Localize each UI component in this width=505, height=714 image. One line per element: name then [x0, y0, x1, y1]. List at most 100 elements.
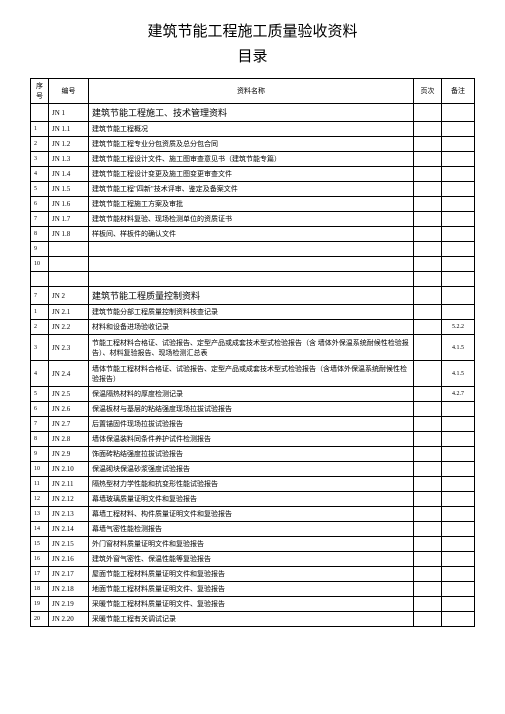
- cell-page: [414, 522, 442, 537]
- table-row: 15JN 2.15外门窗材料质量证明文件和复验报告: [31, 537, 475, 552]
- cell-seq: 4: [31, 361, 49, 387]
- cell-name: 节能工程材料合格证、试验报告、定型产品或成套技术型式检验报告（含 墙体外保温系统…: [89, 335, 414, 361]
- cell-seq: 8: [31, 227, 49, 242]
- cell-name: 材料和设备进场验收记录: [89, 320, 414, 335]
- cell-seq: 11: [31, 477, 49, 492]
- cell-name: 建筑外窗气密性、保温性能等复验报告: [89, 552, 414, 567]
- table-row: 16JN 2.16建筑外窗气密性、保温性能等复验报告: [31, 552, 475, 567]
- cell-note: [442, 257, 475, 272]
- cell-code: JN 1.8: [49, 227, 89, 242]
- table-row: 7JN 2建筑节能工程质量控制资料: [31, 287, 475, 305]
- cell-note: [442, 272, 475, 287]
- cell-seq: 18: [31, 582, 49, 597]
- cell-seq: 12: [31, 492, 49, 507]
- cell-code: [49, 272, 89, 287]
- table-row: 20JN 2.20采暖节能工程有关调试记录: [31, 612, 475, 627]
- cell-seq: 1: [31, 305, 49, 320]
- cell-note: [442, 402, 475, 417]
- cell-seq: 5: [31, 387, 49, 402]
- cell-note: [442, 197, 475, 212]
- cell-page: [414, 447, 442, 462]
- cell-name: 后置锚固件现场拉拔试验报告: [89, 417, 414, 432]
- header-page: 页次: [414, 79, 442, 104]
- cell-page: [414, 477, 442, 492]
- table-row: 6JN 1.6建筑节能工程施工方案及审批: [31, 197, 475, 212]
- cell-page: [414, 104, 442, 122]
- table-row: 14JN 2.14幕墙气密性能检测报告: [31, 522, 475, 537]
- cell-note: [442, 137, 475, 152]
- table-row: 10JN 2.10保温砌块保温砂浆强度试验报告: [31, 462, 475, 477]
- cell-code: [49, 242, 89, 257]
- cell-page: [414, 462, 442, 477]
- cell-name: [89, 272, 414, 287]
- table-row: 8JN 1.8样板间、样板件的确认文件: [31, 227, 475, 242]
- cell-page: [414, 182, 442, 197]
- cell-name: 幕墙工程材料、构件质量证明文件和复验报告: [89, 507, 414, 522]
- cell-name: 保温砌块保温砂浆强度试验报告: [89, 462, 414, 477]
- cell-note: [442, 522, 475, 537]
- cell-code: JN 2.15: [49, 537, 89, 552]
- cell-page: [414, 417, 442, 432]
- cell-name: 墙体保温装料同条件养护试件检测报告: [89, 432, 414, 447]
- cell-seq: 16: [31, 552, 49, 567]
- cell-seq: 10: [31, 462, 49, 477]
- header-note: 备注: [442, 79, 475, 104]
- cell-note: [442, 417, 475, 432]
- table-row: 11JN 2.11隔热型材力学性能和抗变形性能试验报告: [31, 477, 475, 492]
- table-row: JN 1建筑节能工程施工、技术管理资料: [31, 104, 475, 122]
- cell-page: [414, 492, 442, 507]
- cell-code: JN 2.8: [49, 432, 89, 447]
- cell-name: 建筑节能工程施工、技术管理资料: [89, 104, 414, 122]
- cell-name: 饰面砖粘结强度拉拔试验报告: [89, 447, 414, 462]
- table-row: 19JN 2.19采暖节能工程材料质量证明文件、复验报告: [31, 597, 475, 612]
- cell-page: [414, 272, 442, 287]
- cell-name: 墙体节能工程材料合格证、试验报告、定型产品或成套技术型式检验报告（含墙体外保温系…: [89, 361, 414, 387]
- cell-code: JN 2.17: [49, 567, 89, 582]
- cell-note: [442, 477, 475, 492]
- cell-name: 采暖节能工程材料质量证明文件、复验报告: [89, 597, 414, 612]
- cell-note: [442, 582, 475, 597]
- cell-note: [442, 212, 475, 227]
- cell-code: JN 2.1: [49, 305, 89, 320]
- table-row: [31, 272, 475, 287]
- cell-note: [442, 612, 475, 627]
- document-subtitle: 目录: [30, 45, 475, 66]
- cell-page: [414, 320, 442, 335]
- cell-note: [442, 152, 475, 167]
- toc-table: 序号 编号 资料名称 页次 备注 JN 1建筑节能工程施工、技术管理资料1JN …: [30, 78, 475, 627]
- cell-note: [442, 552, 475, 567]
- table-row: 2JN 1.2建筑节能工程专业分包资质及总分包合同: [31, 137, 475, 152]
- cell-name: 保温板材与基层的粘结强度现场拉拔试验报告: [89, 402, 414, 417]
- cell-seq: 10: [31, 257, 49, 272]
- cell-seq: 7: [31, 287, 49, 305]
- cell-note: 4.2.7: [442, 387, 475, 402]
- cell-seq: 20: [31, 612, 49, 627]
- cell-note: [442, 462, 475, 477]
- cell-code: JN 2.9: [49, 447, 89, 462]
- cell-seq: 2: [31, 137, 49, 152]
- cell-name: 隔热型材力学性能和抗变形性能试验报告: [89, 477, 414, 492]
- cell-code: JN 1.4: [49, 167, 89, 182]
- cell-code: JN 1.1: [49, 122, 89, 137]
- cell-seq: 9: [31, 447, 49, 462]
- cell-page: [414, 242, 442, 257]
- cell-page: [414, 152, 442, 167]
- cell-seq: 8: [31, 432, 49, 447]
- cell-seq: 3: [31, 335, 49, 361]
- cell-page: [414, 305, 442, 320]
- table-row: 18JN 2.18地面节能工程材料质量证明文件、复验报告: [31, 582, 475, 597]
- cell-code: JN 2.13: [49, 507, 89, 522]
- cell-seq: [31, 104, 49, 122]
- cell-code: JN 2.14: [49, 522, 89, 537]
- cell-seq: 7: [31, 212, 49, 227]
- cell-page: [414, 167, 442, 182]
- cell-note: [442, 567, 475, 582]
- cell-seq: 6: [31, 197, 49, 212]
- cell-seq: 14: [31, 522, 49, 537]
- cell-name: [89, 242, 414, 257]
- cell-note: [442, 432, 475, 447]
- table-row: 9: [31, 242, 475, 257]
- cell-seq: 17: [31, 567, 49, 582]
- table-row: 17JN 2.17屋面节能工程材料质量证明文件和复验报告: [31, 567, 475, 582]
- cell-code: JN 2.11: [49, 477, 89, 492]
